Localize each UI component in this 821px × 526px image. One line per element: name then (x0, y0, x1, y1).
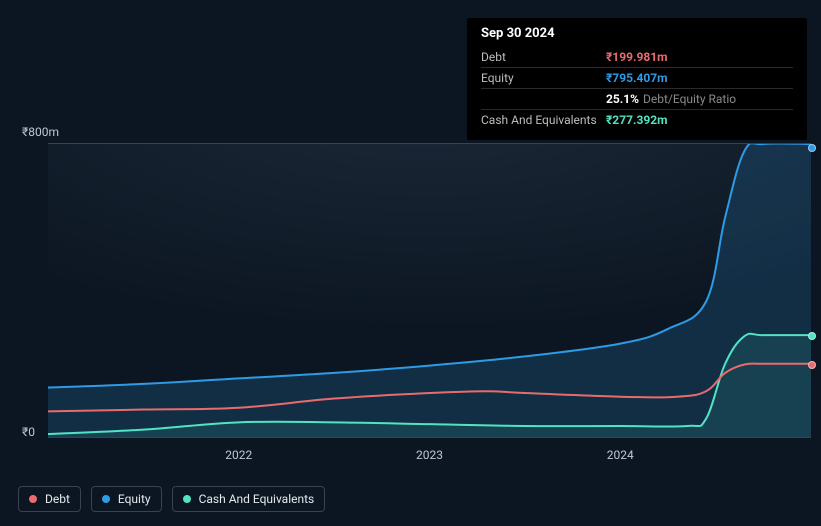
legend-swatch (29, 495, 37, 503)
tooltip-row-ratio: 25.1% Debt/Equity Ratio (606, 92, 736, 106)
tooltip-row: Equity₹795.407m (481, 67, 793, 88)
tooltip-row-value: ₹199.981m (606, 50, 668, 64)
x-axis: 2022 2023 2024 (48, 448, 811, 468)
legend-label: Equity (118, 492, 151, 506)
legend: Debt Equity Cash And Equivalents (18, 486, 325, 512)
x-tick-label: 2022 (225, 448, 252, 462)
tooltip-row: Debt₹199.981m (481, 47, 793, 67)
y-tick-label-zero: ₹0 (22, 425, 35, 439)
legend-item-equity[interactable]: Equity (91, 486, 162, 512)
x-tick-label: 2024 (607, 448, 634, 462)
y-tick-label-max: ₹800m (22, 125, 59, 139)
legend-label: Cash And Equivalents (199, 492, 315, 506)
ratio-label: Debt/Equity Ratio (643, 92, 736, 106)
plot-area[interactable] (48, 143, 811, 438)
tooltip-date: Sep 30 2024 (481, 26, 793, 41)
legend-item-debt[interactable]: Debt (18, 486, 81, 512)
tooltip-row-label (481, 92, 606, 106)
legend-swatch (102, 495, 110, 503)
tooltip-row-label: Equity (481, 71, 606, 85)
series-end-dot-debt (808, 361, 816, 369)
legend-swatch (183, 495, 191, 503)
tooltip-row: 25.1% Debt/Equity Ratio (481, 88, 793, 109)
x-tick-label: 2023 (416, 448, 443, 462)
chart-svg (48, 144, 811, 437)
tooltip-rows: Debt₹199.981mEquity₹795.407m25.1%Debt/Eq… (481, 47, 793, 130)
legend-item-cash-and-equivalents[interactable]: Cash And Equivalents (172, 486, 326, 512)
data-tooltip: Sep 30 2024 Debt₹199.981mEquity₹795.407m… (467, 18, 807, 140)
tooltip-row-value: ₹795.407m (606, 71, 668, 85)
chart: ₹800m ₹0 (0, 125, 821, 440)
series-end-dot-equity (808, 144, 816, 152)
ratio-percent: 25.1% (606, 92, 639, 106)
series-end-dot-cash-and-equivalents (808, 332, 816, 340)
tooltip-row-label: Debt (481, 50, 606, 64)
legend-label: Debt (45, 492, 70, 506)
